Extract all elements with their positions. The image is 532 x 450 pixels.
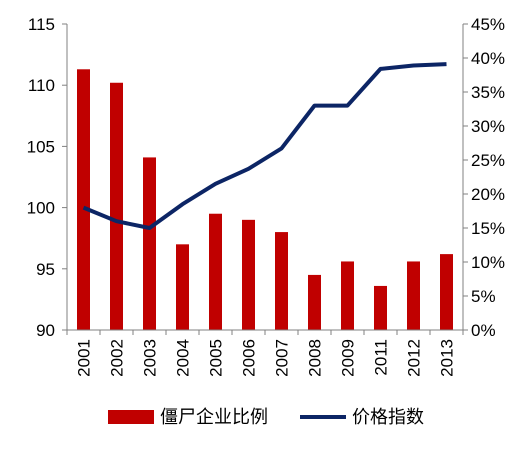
bar [440, 254, 453, 330]
bar [77, 69, 90, 331]
x-tick-label: 2003 [141, 339, 160, 377]
legend-swatch-bar [108, 410, 154, 424]
left-tick-label: 105 [27, 137, 55, 156]
bar [209, 213, 222, 330]
left-tick-label: 115 [28, 15, 55, 34]
x-tick-label: 2006 [240, 339, 259, 377]
bar [275, 232, 288, 330]
bar [110, 82, 123, 330]
legend: 僵尸企业比例 价格指数 [108, 407, 424, 428]
left-tick-label: 100 [27, 199, 55, 218]
right-tick-label: 10% [471, 253, 505, 272]
right-axis: 0% 5% 10% 15% 20% 25% 30% 35% 40% 45% [462, 15, 505, 340]
right-tick-label: 35% [471, 83, 505, 102]
x-tick-label: 2011 [372, 339, 391, 376]
bar [407, 261, 420, 330]
left-axis: 90 95 100 105 110 115 [27, 15, 68, 340]
left-tick-label: 95 [36, 260, 55, 279]
x-tick-label: 2013 [438, 339, 457, 377]
right-tick-label: 40% [471, 49, 505, 68]
x-axis: 2001 2002 2003 2004 2005 2006 2007 2008 2009 2011… [66, 329, 464, 377]
x-tick-label: 2001 [75, 339, 94, 377]
x-tick-label: 2012 [405, 339, 424, 377]
legend-label-line: 价格指数 [352, 407, 424, 428]
bar [341, 261, 354, 330]
bar [242, 219, 255, 330]
x-tick-label: 2008 [306, 339, 325, 377]
x-tick-label: 2007 [273, 339, 292, 377]
x-tick-label: 2002 [108, 339, 127, 377]
right-tick-label: 30% [471, 117, 505, 136]
bar [374, 285, 387, 330]
right-tick-label: 45% [471, 15, 505, 34]
bar [176, 244, 189, 330]
right-tick-label: 20% [471, 185, 505, 204]
right-tick-label: 15% [471, 219, 505, 238]
left-tick-label: 90 [36, 321, 55, 340]
x-tick-label: 2004 [174, 339, 193, 377]
line-series [82, 62, 447, 230]
legend-label-bar: 僵尸企业比例 [160, 407, 268, 428]
x-tick-label: 2005 [207, 339, 226, 377]
right-tick-label: 5% [471, 287, 496, 306]
plot-area [77, 62, 453, 331]
right-tick-label: 0% [471, 321, 496, 340]
right-tick-label: 25% [471, 151, 505, 170]
bar [143, 157, 156, 330]
left-tick-label: 110 [28, 76, 55, 95]
bar [308, 274, 321, 330]
x-tick-label: 2009 [339, 339, 358, 377]
